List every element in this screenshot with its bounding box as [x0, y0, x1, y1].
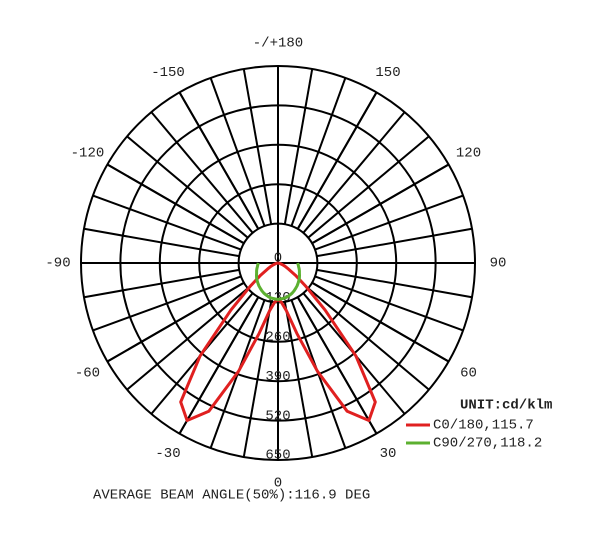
spoke: [314, 275, 464, 332]
spoke: [302, 111, 406, 234]
spoke: [83, 268, 240, 299]
spoke: [290, 77, 347, 227]
footer: AVERAGE BEAM ANGLE(50%):116.9 DEG: [93, 488, 370, 504]
spoke: [242, 301, 273, 458]
polar-grid: -/+180 150 120 90 60 30 0 -30 -60 -90 -120 -150: [45, 36, 506, 492]
spoke: [307, 135, 430, 239]
angle-tick-label: 30: [380, 446, 397, 462]
spoke: [209, 77, 266, 227]
angle-tick-label: 150: [375, 65, 400, 81]
spoke: [92, 275, 242, 332]
angle-grid-line: [296, 91, 378, 230]
angle-tick-label: -90: [45, 256, 70, 272]
angle-tick-label: 120: [456, 146, 481, 162]
angle-grid-line: [296, 296, 378, 435]
spoke: [316, 268, 473, 299]
angle-grid-line: [178, 91, 260, 230]
legend-label: C0/180,115.7: [433, 418, 534, 434]
r-tick-label: 520: [265, 408, 290, 424]
legend-label: C90/270,118.2: [433, 436, 542, 452]
spoke: [283, 301, 314, 458]
spoke: [92, 194, 242, 251]
angle-tick-label: -30: [155, 446, 180, 462]
angle-tick-label: 0: [274, 476, 282, 492]
angle-grid-line: [178, 296, 260, 435]
spoke: [283, 68, 314, 225]
r-tick-label: 260: [265, 330, 290, 346]
spoke: [316, 227, 473, 258]
angle-grid-line: [311, 281, 450, 363]
r-tick-label: 0: [274, 251, 282, 267]
unit-label: UNIT:cd/klm: [460, 398, 552, 414]
angle-tick-label: -60: [75, 366, 100, 382]
spoke: [150, 111, 254, 234]
angle-grid-line: [106, 163, 245, 245]
angle-grid-line: [106, 281, 245, 363]
angle-tick-label: 60: [460, 366, 477, 382]
series-line: [255, 262, 301, 301]
spoke: [242, 68, 273, 225]
spoke: [307, 287, 430, 391]
spoke: [83, 227, 240, 258]
r-tick-label: 390: [265, 369, 290, 385]
angle-grid-line: [311, 163, 450, 245]
r-tick-label: 650: [265, 448, 290, 464]
angle-tick-label: -/+180: [253, 36, 303, 52]
spoke: [126, 135, 249, 239]
angle-tick-label: -150: [151, 65, 185, 81]
angle-tick-label: 90: [490, 256, 507, 272]
spoke: [314, 194, 464, 251]
spoke: [126, 287, 249, 391]
angle-tick-label: -120: [71, 146, 105, 162]
